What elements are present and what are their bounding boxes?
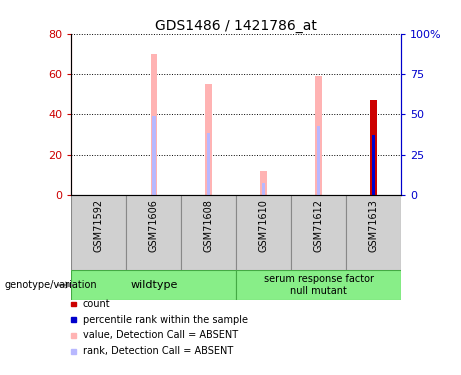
Text: GSM71608: GSM71608: [204, 199, 214, 252]
Text: rank, Detection Call = ABSENT: rank, Detection Call = ABSENT: [83, 346, 233, 356]
Text: count: count: [83, 299, 111, 309]
Bar: [71, 270, 236, 300]
Bar: [207, 132, 210, 195]
Bar: [370, 100, 377, 195]
Text: percentile rank within the sample: percentile rank within the sample: [83, 315, 248, 325]
Text: serum response factor
null mutant: serum response factor null mutant: [264, 274, 374, 296]
Bar: [260, 171, 267, 195]
Bar: [151, 54, 157, 195]
Title: GDS1486 / 1421786_at: GDS1486 / 1421786_at: [155, 19, 317, 33]
Bar: [346, 195, 401, 270]
Text: wildtype: wildtype: [130, 280, 177, 290]
Bar: [262, 183, 266, 195]
Bar: [372, 135, 375, 195]
Bar: [181, 195, 236, 270]
Bar: [317, 126, 320, 195]
Bar: [152, 116, 155, 195]
Text: value, Detection Call = ABSENT: value, Detection Call = ABSENT: [83, 330, 238, 340]
Bar: [236, 270, 401, 300]
Text: GSM71606: GSM71606: [149, 199, 159, 252]
Text: genotype/variation: genotype/variation: [5, 280, 97, 290]
Bar: [71, 195, 126, 270]
Bar: [206, 84, 212, 195]
Bar: [126, 195, 181, 270]
Bar: [315, 76, 322, 195]
Text: GSM71612: GSM71612: [313, 199, 324, 252]
Bar: [236, 195, 291, 270]
Text: GSM71592: GSM71592: [94, 199, 104, 252]
Text: GSM71610: GSM71610: [259, 199, 269, 252]
Bar: [291, 195, 346, 270]
Text: GSM71613: GSM71613: [369, 199, 378, 252]
